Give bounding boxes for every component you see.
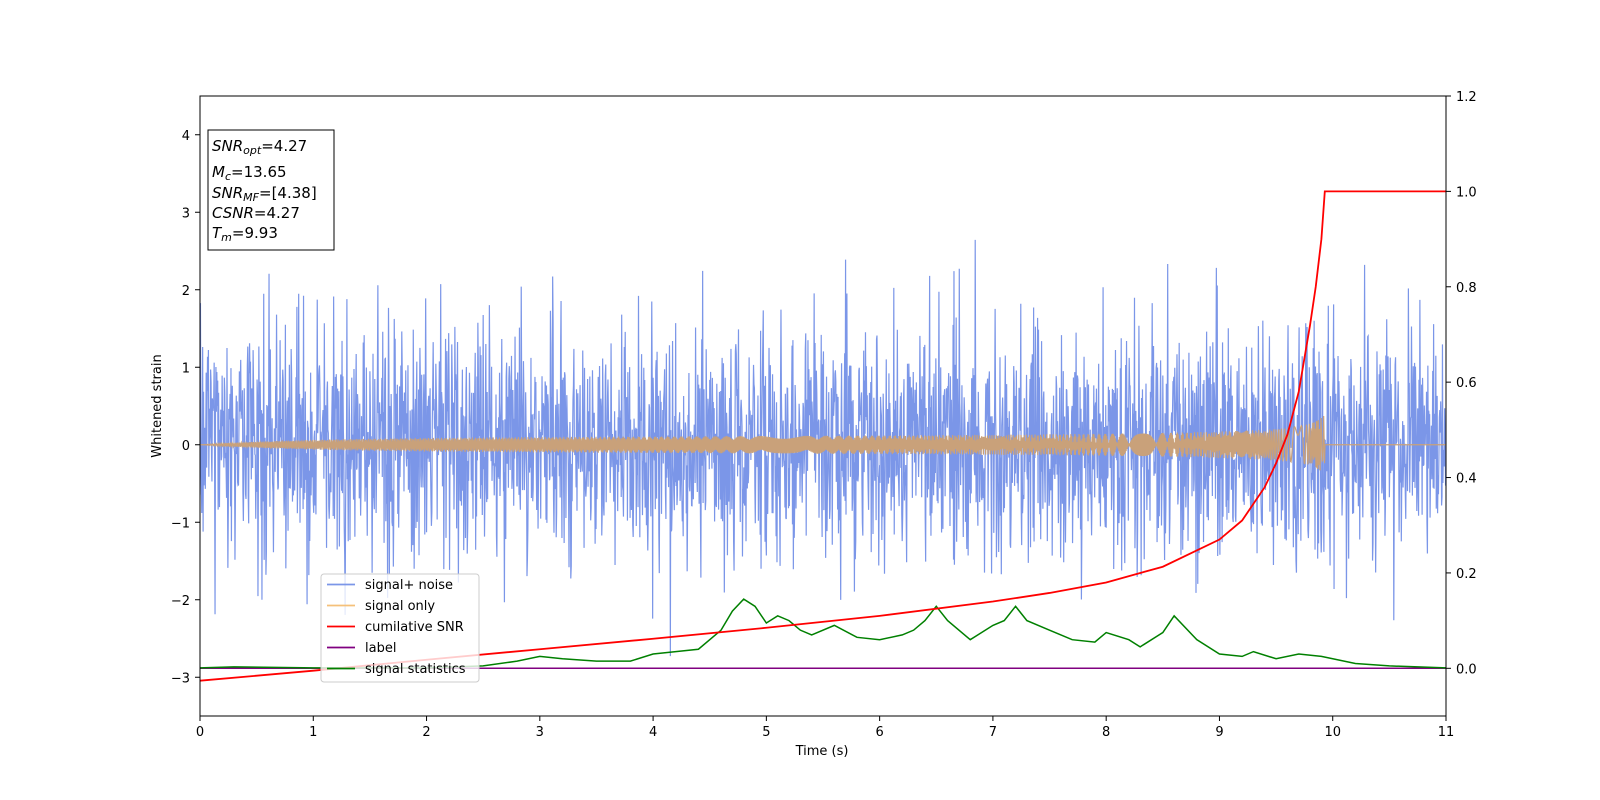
y-tick-label: 4 xyxy=(182,129,190,144)
plot-frame xyxy=(199,95,1447,717)
y-tick-label: 0 xyxy=(182,439,190,454)
x-tick-label: 6 xyxy=(875,725,883,740)
series-signal-only-line xyxy=(200,415,1446,471)
y-axis-ticks: −3 −2 −1 0 1 2 3 4 xyxy=(171,129,200,686)
y-tick-label: −1 xyxy=(171,516,190,531)
x-tick-label: 1 xyxy=(309,725,317,740)
annotation-snr-mf: SNRMF=[4.38] xyxy=(212,184,317,204)
legend-label-label: label xyxy=(365,641,396,656)
legend-label-cumulative-snr: cumilative SNR xyxy=(365,620,464,635)
legend-label-signal-only: signal only xyxy=(365,599,435,614)
series-cumulative-snr-line xyxy=(200,190,1446,682)
x-tick-label: 8 xyxy=(1102,725,1110,740)
y-right-tick-label: 0.0 xyxy=(1456,662,1477,677)
y-tick-label: −2 xyxy=(171,594,190,609)
y-tick-label: 3 xyxy=(182,206,190,221)
series-signal-statistics-line xyxy=(200,598,1446,669)
x-tick-label: 2 xyxy=(422,725,430,740)
y-right-tick-label: 0.6 xyxy=(1456,376,1477,391)
x-tick-label: 3 xyxy=(536,725,544,740)
y-right-tick-label: 1.0 xyxy=(1456,185,1477,200)
x-axis-label: Time (s) xyxy=(795,744,849,759)
x-axis-ticks: 0 1 2 3 4 5 6 7 8 9 10 11 xyxy=(196,716,1454,740)
annotation-snr-opt: SNRopt=4.27 xyxy=(212,137,307,157)
x-tick-label: 4 xyxy=(649,725,657,740)
y-right-tick-label: 0.2 xyxy=(1456,567,1477,582)
annotation-csnr: CSNR=4.27 xyxy=(212,204,300,222)
annotation-mc: Mc=13.65 xyxy=(212,163,287,183)
y-tick-label: −3 xyxy=(171,671,190,686)
annotation-box: SNRopt=4.27 Mc=13.65 SNRMF=[4.38] CSNR=4… xyxy=(207,129,335,251)
legend: signal+ noise signal only cumilative SNR… xyxy=(320,573,480,683)
y-tick-label: 1 xyxy=(182,361,190,376)
annotation-tm: Tm=9.93 xyxy=(212,224,278,244)
x-tick-label: 0 xyxy=(196,725,204,740)
y-right-tick-label: 1.2 xyxy=(1456,90,1477,105)
legend-label-signal-statistics: signal statistics xyxy=(365,662,466,677)
y-tick-label: 2 xyxy=(182,284,190,299)
y-right-tick-label: 0.4 xyxy=(1456,472,1477,487)
legend-label-signal-noise: signal+ noise xyxy=(365,578,453,593)
x-tick-label: 9 xyxy=(1215,725,1223,740)
y-right-axis-ticks: 0.0 0.2 0.4 0.6 0.8 1.0 1.2 xyxy=(1446,90,1477,677)
x-tick-label: 5 xyxy=(762,725,770,740)
x-tick-label: 11 xyxy=(1438,725,1455,740)
x-tick-label: 10 xyxy=(1324,725,1341,740)
y-right-tick-label: 0.8 xyxy=(1456,281,1477,296)
x-tick-label: 7 xyxy=(989,725,997,740)
y-axis-label: Whitened strain xyxy=(150,354,165,457)
